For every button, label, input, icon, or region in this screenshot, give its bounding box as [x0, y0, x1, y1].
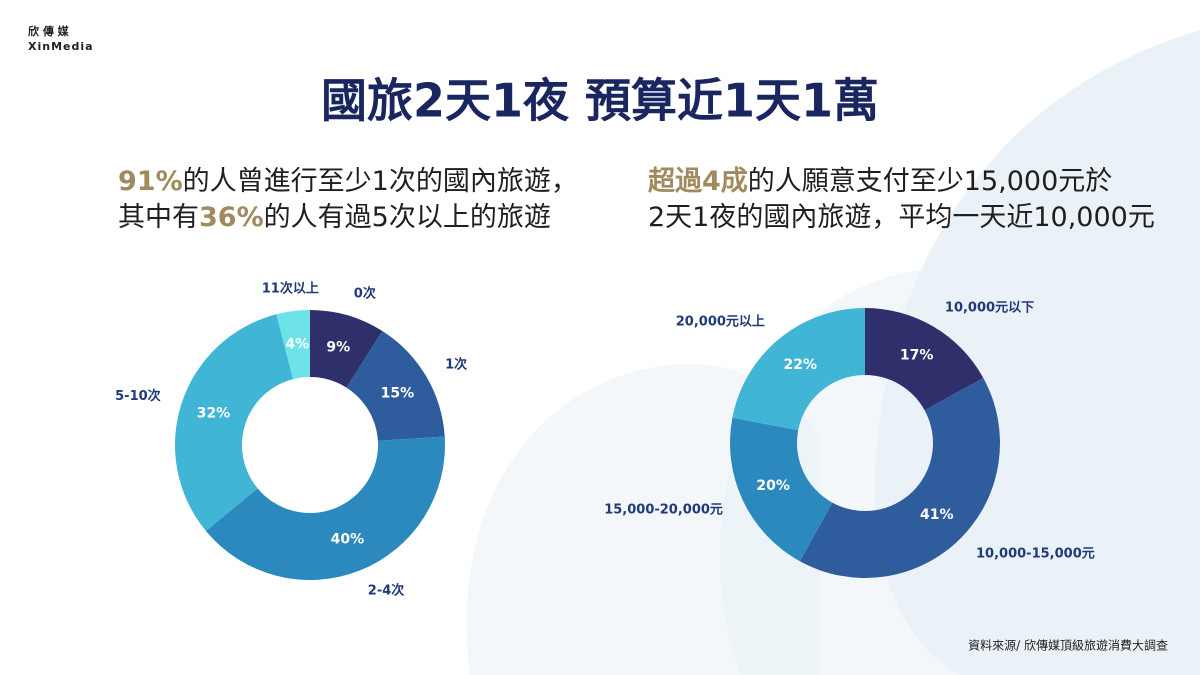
logo-name: 欣 傳 媒 [28, 24, 70, 38]
subtitle-text: 的人有過5次以上的旅遊 [264, 202, 551, 233]
subtitle-line: 其中有36%的人有過5次以上的旅遊 [118, 202, 551, 233]
donut-slice [865, 308, 984, 411]
category-label: 5-10次 [115, 388, 161, 404]
subtitle-highlight: 91% [118, 166, 183, 197]
donut-slice [174, 314, 294, 532]
subtitle-text: 的人曾進行至少1次的國內旅遊， [183, 166, 578, 197]
subtitle-highlight: 超過4成 [648, 166, 748, 197]
subtitle-line: 2天1夜的國內旅遊，平均一天近10,000元 [648, 202, 1155, 233]
category-label: 11次以上 [262, 281, 319, 297]
value-label: 9% [326, 340, 350, 356]
category-label: 15,000-20,000元 [604, 502, 723, 517]
donut-slice [730, 417, 833, 562]
subtitle-text: 2天1夜的國內旅遊，平均一天近10,000元 [648, 202, 1155, 233]
donut-slice [732, 308, 865, 431]
donut-slice [346, 331, 445, 441]
value-label: 22% [784, 357, 818, 373]
value-label: 17% [900, 348, 934, 364]
value-label: 32% [197, 406, 231, 422]
subtitle-text: 其中有 [118, 202, 199, 233]
value-label: 15% [381, 385, 415, 401]
subtitle-highlight: 36% [199, 202, 264, 233]
category-label: 2-4次 [368, 582, 405, 598]
category-label: 10,000元以下 [945, 300, 1034, 315]
value-label: 40% [331, 531, 365, 547]
donut-slice [205, 436, 446, 580]
value-label: 20% [756, 478, 790, 494]
subtitle-text: 的人願意支付至少15,000元於 [748, 166, 1112, 197]
donut-slice [276, 310, 310, 380]
logo-name-en: XinMedia [28, 40, 94, 53]
subtitle-line: 超過4成的人願意支付至少15,000元於 [648, 166, 1112, 197]
value-label: 41% [920, 507, 954, 523]
category-label: 0次 [354, 286, 376, 302]
donut-slice [799, 377, 1000, 578]
subtitle-line: 91%的人曾進行至少1次的國內旅遊， [118, 166, 578, 197]
category-label: 20,000元以上 [676, 315, 765, 330]
donut-slice [310, 310, 383, 388]
value-label: 4% [285, 336, 309, 352]
category-label: 10,000-15,000元 [976, 547, 1095, 562]
title: 國旅2天1夜 預算近1天1萬 [321, 74, 879, 128]
category-label: 1次 [445, 357, 467, 373]
source: 資料來源/ 欣傳媒頂級旅遊消費大調查 [968, 638, 1168, 653]
